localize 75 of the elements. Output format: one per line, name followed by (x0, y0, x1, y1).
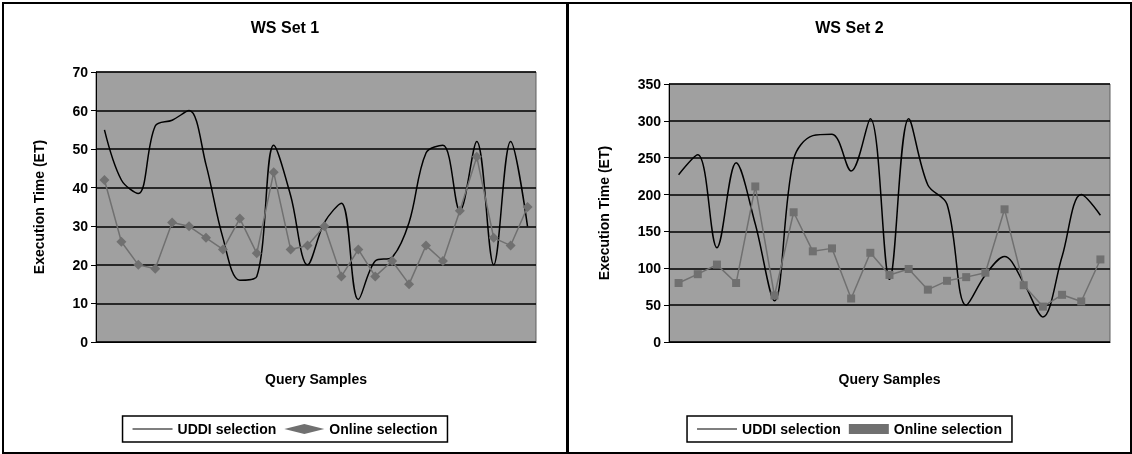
point (150, 263, 161, 274)
point (1000, 205, 1009, 214)
point (217, 244, 228, 255)
y-tick-label: 300 (637, 112, 662, 129)
point (336, 271, 347, 282)
legend-label: Online selection (893, 421, 1002, 437)
point (437, 256, 448, 266)
point (847, 294, 856, 303)
point (133, 259, 144, 270)
x-axis-title: Query Samples (265, 371, 368, 387)
y-tick-label: 150 (637, 223, 662, 240)
y-tick-label: 350 (637, 76, 662, 92)
point (488, 232, 499, 243)
point (1038, 302, 1047, 311)
y-tick-label: 40 (72, 179, 89, 196)
point (285, 244, 296, 255)
point (866, 248, 875, 257)
y-tick-label: 0 (80, 334, 89, 350)
y-tick-label: 0 (653, 334, 662, 350)
point (1077, 297, 1086, 306)
point (404, 279, 415, 290)
point (1096, 255, 1105, 264)
point (421, 240, 431, 251)
y-tick-label: 10 (72, 295, 89, 312)
point (353, 244, 364, 255)
point (251, 248, 262, 259)
y-axis-title: Execution Time (ET) (31, 139, 47, 275)
point (789, 208, 798, 217)
legend-label: UDDI selection (742, 421, 841, 437)
y-tick-label: 50 (645, 297, 662, 314)
y-tick-label: 60 (72, 102, 89, 119)
point (319, 221, 330, 232)
point (962, 273, 971, 282)
point (99, 175, 110, 185)
point (471, 151, 482, 162)
y-tick-label: 30 (72, 218, 89, 235)
x-axis-title: Query Samples (838, 371, 941, 387)
point (885, 270, 894, 279)
point (1058, 290, 1067, 299)
point (167, 217, 178, 228)
point (184, 221, 195, 232)
point (751, 182, 760, 191)
point (370, 271, 381, 282)
point (904, 265, 913, 274)
point (302, 240, 313, 251)
point (201, 232, 211, 243)
y-tick-label: 50 (72, 141, 89, 158)
y-tick-label: 100 (637, 260, 662, 277)
point (116, 236, 127, 247)
point (268, 167, 279, 178)
point (827, 244, 836, 253)
point (674, 279, 683, 288)
legend-label: Online selection (329, 421, 438, 437)
point (693, 270, 702, 279)
point (1019, 281, 1028, 290)
y-tick-label: 250 (637, 149, 662, 166)
chart-title: WS Set 2 (815, 18, 884, 36)
point (387, 256, 398, 266)
point (454, 205, 465, 216)
point (981, 268, 990, 277)
point (712, 260, 721, 269)
y-tick-label: 20 (72, 256, 89, 273)
y-axis-title: Execution Time (ET) (596, 145, 612, 281)
legend-label: UDDI selection (177, 421, 277, 437)
y-tick-label: 200 (637, 186, 662, 203)
point (943, 276, 952, 285)
y-tick-label: 70 (72, 64, 89, 80)
point (505, 240, 516, 251)
point (522, 202, 533, 212)
point (732, 279, 741, 288)
point (770, 291, 779, 300)
point (923, 285, 932, 294)
chart-title: WS Set 1 (250, 18, 320, 36)
point (234, 213, 245, 224)
point (808, 247, 817, 256)
